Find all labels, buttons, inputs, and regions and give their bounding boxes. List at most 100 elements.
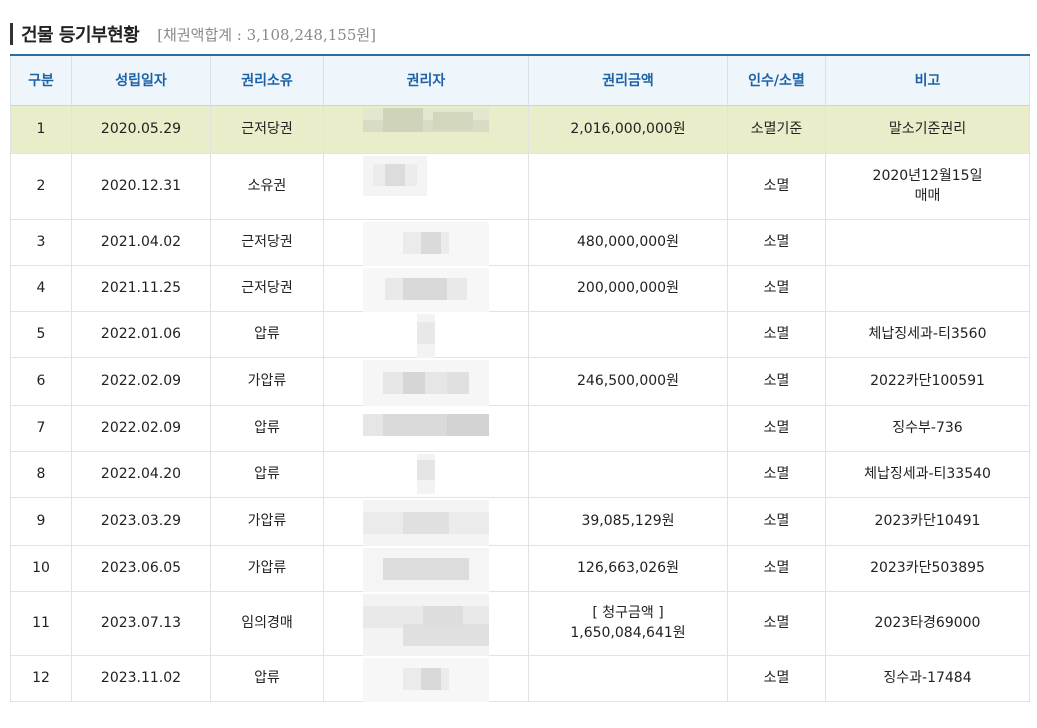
cell-holder [323, 497, 529, 546]
cell-date: 2021.04.02 [71, 219, 211, 266]
cell-type: 소유권 [210, 153, 324, 220]
amount-value: 480,000,000원 [577, 234, 679, 250]
cell-note [825, 265, 1030, 312]
amount-value: 39,085,129원 [581, 513, 675, 529]
cell-amount [528, 451, 728, 498]
table-row: 11 2023.07.13 임의경매 [ 청구금액 ] 1,650,084,641원 소멸… [10, 591, 1030, 656]
cell-amount: 480,000,000원 [528, 219, 728, 266]
cell-note: 말소기준권리 [825, 105, 1030, 154]
cell-no: 2 [10, 153, 72, 220]
cell-holder [323, 591, 529, 656]
cell-type: 근저당권 [210, 219, 324, 266]
cell-type: 가압류 [210, 357, 324, 406]
cell-holder [323, 655, 529, 702]
cell-no: 4 [10, 265, 72, 312]
col-header-holder: 권리자 [323, 54, 529, 106]
table-row: 4 2021.11.25 근저당권 200,000,000원 소멸 [10, 265, 1030, 312]
table-row: 10 2023.06.05 가압류 126,663,026원 소멸 2023카단50389… [10, 545, 1030, 592]
cell-status: 소멸 [727, 591, 826, 656]
cell-no: 12 [10, 655, 72, 702]
table-row: 5 2022.01.06 압류 소멸 체납징세과-티3560 [10, 311, 1030, 358]
col-header-amount: 권리금액 [528, 54, 728, 106]
cell-holder [323, 357, 529, 406]
cell-date: 2020.12.31 [71, 153, 211, 220]
table-row: 9 2023.03.29 가압류 39,085,129원 소멸 2023카단10491 [10, 497, 1030, 546]
cell-status: 소멸 [727, 545, 826, 592]
redacted-holder-block [363, 360, 489, 406]
redacted-holder-block [363, 156, 489, 216]
cell-no: 7 [10, 405, 72, 452]
note-text: 말소기준권리 [888, 121, 967, 137]
note-text: 체납징세과-티33540 [864, 466, 991, 482]
amount-value: 246,500,000원 [577, 373, 679, 389]
cell-type: 압류 [210, 311, 324, 358]
cell-type: 가압류 [210, 545, 324, 592]
redacted-holder-block [363, 314, 489, 358]
redacted-holder-block [363, 500, 489, 546]
cell-date: 2023.11.02 [71, 655, 211, 702]
col-header-type: 권리소유 [210, 54, 324, 106]
cell-amount [528, 153, 728, 220]
cell-note: 체납징세과-티33540 [825, 451, 1030, 498]
cell-amount [528, 655, 728, 702]
amount-value: 1,650,084,641원 [570, 625, 686, 641]
redacted-holder-block [363, 408, 489, 448]
note-text: 2020년12월15일 [872, 168, 983, 184]
cell-status: 소멸 [727, 405, 826, 452]
cell-holder [323, 265, 529, 312]
note-text: 징수부-736 [892, 420, 963, 436]
cell-status: 소멸 [727, 265, 826, 312]
cell-holder [323, 311, 529, 358]
cell-note: 2023카단10491 [825, 497, 1030, 546]
note-text-line2: 매매 [914, 188, 941, 204]
cell-no: 1 [10, 105, 72, 154]
col-header-note: 비고 [825, 54, 1030, 106]
cell-note: 2023타경69000 [825, 591, 1030, 656]
amount-value: 2,016,000,000원 [570, 121, 686, 137]
cell-holder [323, 219, 529, 266]
cell-holder [323, 451, 529, 498]
table-row: 6 2022.02.09 가압류 246,500,000원 소멸 2022카단100591 [10, 357, 1030, 406]
cell-type: 압류 [210, 655, 324, 702]
redacted-holder-block [363, 222, 489, 266]
cell-date: 2022.01.06 [71, 311, 211, 358]
cell-date: 2023.03.29 [71, 497, 211, 546]
redacted-holder-block [363, 454, 489, 494]
note-text: 2023타경69000 [874, 615, 981, 631]
cell-note: 징수과-17484 [825, 655, 1030, 702]
cell-date: 2021.11.25 [71, 265, 211, 312]
cell-type: 압류 [210, 405, 324, 452]
note-text: 체납징세과-티3560 [868, 326, 987, 342]
cell-no: 6 [10, 357, 72, 406]
cell-amount: 39,085,129원 [528, 497, 728, 546]
cell-type: 압류 [210, 451, 324, 498]
cell-status: 소멸 [727, 153, 826, 220]
cell-no: 5 [10, 311, 72, 358]
table-row: 12 2023.11.02 압류 소멸 징수과-17484 [10, 655, 1030, 702]
cell-note [825, 219, 1030, 266]
claim-amount-label: [ 청구금액 ] [592, 605, 664, 621]
cell-amount [528, 311, 728, 358]
cell-date: 2022.04.20 [71, 451, 211, 498]
redacted-holder-block [363, 268, 489, 312]
cell-type: 근저당권 [210, 265, 324, 312]
col-header-status: 인수/소멸 [727, 54, 826, 106]
redacted-holder-block [363, 594, 489, 656]
cell-status: 소멸 [727, 497, 826, 546]
cell-type: 가압류 [210, 497, 324, 546]
amount-value: 200,000,000원 [577, 280, 679, 296]
cell-status: 소멸 [727, 655, 826, 702]
cell-amount: 126,663,026원 [528, 545, 728, 592]
cell-note: 체납징세과-티3560 [825, 311, 1030, 358]
cell-holder [323, 153, 529, 220]
note-text: 2023카단10491 [874, 513, 981, 529]
cell-no: 3 [10, 219, 72, 266]
col-header-no: 구분 [10, 54, 72, 106]
cell-amount: 246,500,000원 [528, 357, 728, 406]
cell-status: 소멸 [727, 357, 826, 406]
table-row: 7 2022.02.09 압류 소멸 징수부-736 [10, 405, 1030, 452]
table-header-row: 구분 성립일자 권리소유 권리자 권리금액 인수/소멸 비고 [10, 54, 1030, 106]
cell-note: 징수부-736 [825, 405, 1030, 452]
title-marker [10, 23, 13, 45]
